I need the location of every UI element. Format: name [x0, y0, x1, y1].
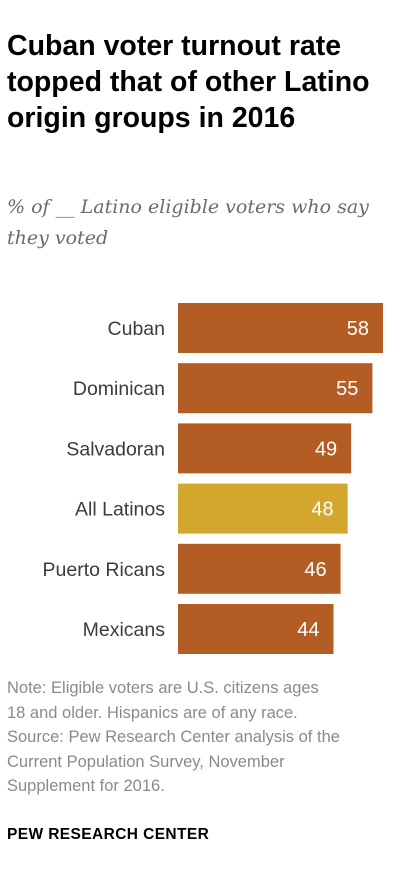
- publisher-footer: PEW RESEARCH CENTER: [7, 826, 210, 843]
- chart-title: Cuban voter turnout rate topped that of …: [7, 30, 370, 134]
- chart-subtitle: % of __ Latino eligible voters who say t…: [7, 196, 369, 249]
- value-label-puerto-ricans: 46: [304, 559, 326, 581]
- value-label-cuban: 58: [347, 318, 369, 340]
- value-label-dominican: 55: [336, 378, 358, 400]
- bar-all-latinos: [178, 483, 348, 534]
- source-text: Source: Pew Research Center analysis of …: [7, 728, 340, 795]
- category-label-dominican: Dominican: [73, 378, 165, 400]
- category-label-puerto-ricans: Puerto Ricans: [43, 559, 166, 581]
- value-label-mexicans: 44: [297, 619, 319, 641]
- note-text: Note: Eligible voters are U.S. citizens …: [7, 679, 319, 722]
- value-label-salvadoran: 49: [315, 438, 337, 460]
- bar-mexicans: [178, 604, 334, 654]
- category-label-mexicans: Mexicans: [83, 619, 166, 641]
- bar-chart: Cuban 58 Dominican 55 Salvadoran 49 All Latino…: [43, 303, 383, 654]
- value-label-all-latinos: 48: [311, 499, 333, 521]
- bar-dominican: [178, 363, 373, 414]
- bar-puerto-ricans: [178, 543, 341, 594]
- category-label-salvadoran: Salvadoran: [66, 438, 165, 460]
- bar-cuban: [178, 303, 383, 353]
- bar-salvadoran: [178, 423, 352, 474]
- category-label-cuban: Cuban: [108, 318, 165, 340]
- category-label-all-latinos: All Latinos: [75, 499, 165, 521]
- chart-notes: Note: Eligible voters are U.S. citizens …: [7, 676, 397, 799]
